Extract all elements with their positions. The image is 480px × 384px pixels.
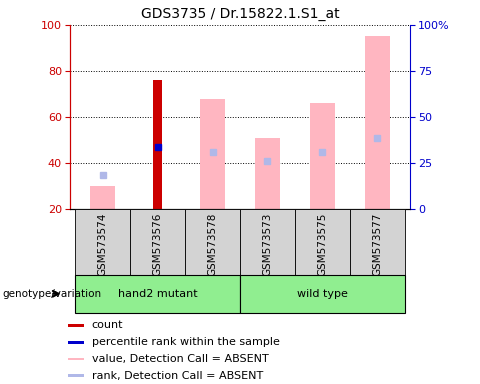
Bar	[365, 36, 390, 209]
Text: value, Detection Call = ABSENT: value, Detection Call = ABSENT	[92, 354, 268, 364]
Text: GSM573574: GSM573574	[97, 213, 108, 276]
Bar	[310, 103, 335, 209]
Bar	[68, 341, 84, 344]
Bar	[68, 324, 84, 327]
Text: percentile rank within the sample: percentile rank within the sample	[92, 337, 279, 347]
Text: GSM573578: GSM573578	[207, 213, 217, 276]
Text: GSM573576: GSM573576	[153, 213, 163, 276]
Bar	[75, 209, 130, 275]
Text: rank, Detection Call = ABSENT: rank, Detection Call = ABSENT	[92, 371, 263, 381]
Bar	[240, 275, 405, 313]
Bar	[75, 275, 240, 313]
Bar	[90, 186, 115, 209]
Bar	[240, 209, 295, 275]
Bar	[68, 374, 84, 377]
Bar	[68, 358, 84, 360]
Text: genotype/variation: genotype/variation	[2, 289, 102, 299]
Bar	[255, 138, 280, 209]
Bar	[295, 209, 350, 275]
Text: GSM573577: GSM573577	[372, 213, 383, 276]
Bar	[153, 80, 163, 209]
Title: GDS3735 / Dr.15822.1.S1_at: GDS3735 / Dr.15822.1.S1_at	[141, 7, 339, 21]
Text: GSM573573: GSM573573	[263, 213, 273, 276]
Bar	[350, 209, 405, 275]
Bar	[185, 209, 240, 275]
Bar	[130, 209, 185, 275]
Text: GSM573575: GSM573575	[317, 213, 327, 276]
Text: wild type: wild type	[297, 289, 348, 299]
Text: hand2 mutant: hand2 mutant	[118, 289, 197, 299]
Text: count: count	[92, 320, 123, 330]
Bar	[200, 99, 225, 209]
